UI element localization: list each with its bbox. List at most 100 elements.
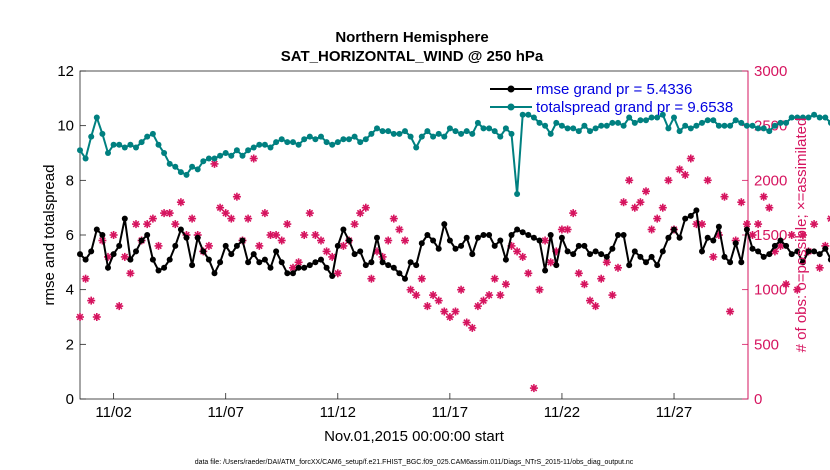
obs-point-stroke	[267, 231, 274, 239]
totalspread-point	[480, 125, 487, 132]
obs-point-stroke	[827, 218, 830, 222]
plot-area	[79, 70, 749, 400]
obs-point-stroke	[362, 204, 370, 212]
y-left-tick-label: 8	[66, 172, 74, 189]
obs-point	[361, 203, 370, 212]
rmse-point	[547, 232, 554, 238]
obs-point-stroke	[132, 220, 140, 228]
rmse-point	[183, 234, 190, 241]
rmse-point	[211, 270, 218, 277]
rmse-point	[525, 232, 532, 238]
obs-point-stroke	[569, 209, 577, 217]
totalspread-point	[609, 119, 616, 126]
totalspread-point	[228, 152, 235, 159]
rmse-point	[133, 248, 139, 255]
totalspread-point	[155, 141, 162, 148]
totalspread-point	[172, 163, 179, 170]
totalspread-point	[699, 119, 705, 126]
obs-point-stroke	[440, 308, 448, 315]
obs-point	[249, 154, 258, 163]
totalspread-point	[514, 191, 521, 197]
legend-spread-label: totalspread grand pr = 9.6538	[536, 99, 733, 116]
obs-point-stroke	[676, 166, 683, 173]
obs-point	[305, 209, 314, 218]
obs-point	[614, 263, 622, 272]
obs-point	[642, 187, 650, 196]
obs-point	[120, 252, 129, 261]
rmse-point	[822, 245, 829, 252]
rmse-point	[458, 242, 465, 249]
obs-point	[810, 220, 819, 229]
rmse-point	[402, 275, 408, 282]
totalspread-point	[211, 155, 218, 162]
obs-point	[176, 198, 185, 207]
rmse-point	[446, 237, 453, 244]
obs-point	[793, 285, 802, 294]
rmse-point	[502, 256, 509, 263]
y-right-tick-label: 0	[754, 391, 762, 408]
obs-point-stroke	[709, 253, 717, 261]
totalspread-point	[564, 125, 571, 132]
rmse-point	[715, 223, 722, 230]
totalspread-point	[82, 155, 89, 162]
totalspread-point	[374, 125, 380, 132]
obs-point	[709, 252, 718, 261]
totalspread-point	[693, 122, 700, 129]
obs-point-stroke	[704, 176, 712, 184]
obs-point	[490, 274, 499, 283]
rmse-point	[357, 248, 364, 255]
y-axis-label-left: rmse and totalspread	[41, 165, 58, 306]
obs-point-stroke	[827, 215, 830, 219]
totalspread-point	[760, 125, 767, 132]
rmse-point	[536, 237, 543, 244]
totalspread-point	[547, 130, 554, 137]
totalspread-point	[334, 139, 341, 146]
totalspread-point	[648, 114, 655, 121]
totalspread-point	[312, 136, 319, 143]
rmse-point	[788, 251, 795, 258]
totalspread-series	[77, 111, 830, 197]
obs-point-stroke	[777, 242, 784, 250]
rmse-point	[816, 251, 823, 258]
totalspread-point	[144, 133, 151, 140]
obs-point	[619, 198, 628, 207]
obs-point-stroke	[412, 291, 420, 299]
totalspread-point	[710, 117, 717, 124]
totalspread-point	[418, 133, 425, 140]
legend-spread-marker	[507, 103, 515, 111]
rmse-point	[631, 248, 638, 255]
rmse-point	[362, 262, 369, 269]
rmse-point	[306, 262, 313, 269]
obs-point-stroke	[463, 319, 471, 326]
obs-point	[726, 307, 735, 316]
obs-point-stroke	[356, 209, 364, 217]
obs-point	[524, 269, 533, 278]
rmse-point	[659, 248, 666, 255]
rmse-point	[637, 253, 644, 260]
obs-point-stroke	[457, 286, 465, 294]
chart-title-line1: Northern Hemisphere	[335, 29, 488, 46]
totalspread-point	[256, 141, 263, 148]
totalspread-point	[766, 128, 773, 135]
obs-point	[591, 302, 600, 311]
obs-point	[658, 203, 667, 212]
obs-point-stroke	[283, 220, 291, 228]
rmse-point	[217, 259, 224, 266]
rmse-point	[766, 251, 773, 258]
totalspread-point	[318, 133, 324, 140]
rmse-point	[620, 232, 627, 238]
rmse-point	[278, 259, 285, 266]
rmse-point	[811, 248, 818, 255]
rmse-point	[290, 270, 296, 277]
obs-point	[462, 318, 471, 327]
rmse-point	[222, 242, 229, 249]
obs-point	[501, 280, 510, 289]
totalspread-point	[536, 119, 543, 126]
obs-point	[389, 214, 398, 223]
obs-point	[148, 214, 157, 223]
rmse-point	[385, 262, 392, 269]
rmse-point	[250, 251, 257, 258]
obs-point-stroke	[496, 291, 504, 299]
obs-point-stroke	[446, 313, 454, 321]
rmse-point	[295, 264, 302, 271]
